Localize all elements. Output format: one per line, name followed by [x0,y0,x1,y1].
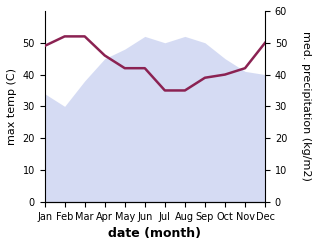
Y-axis label: max temp (C): max temp (C) [7,68,17,145]
Y-axis label: med. precipitation (kg/m2): med. precipitation (kg/m2) [301,31,311,181]
X-axis label: date (month): date (month) [108,227,201,240]
